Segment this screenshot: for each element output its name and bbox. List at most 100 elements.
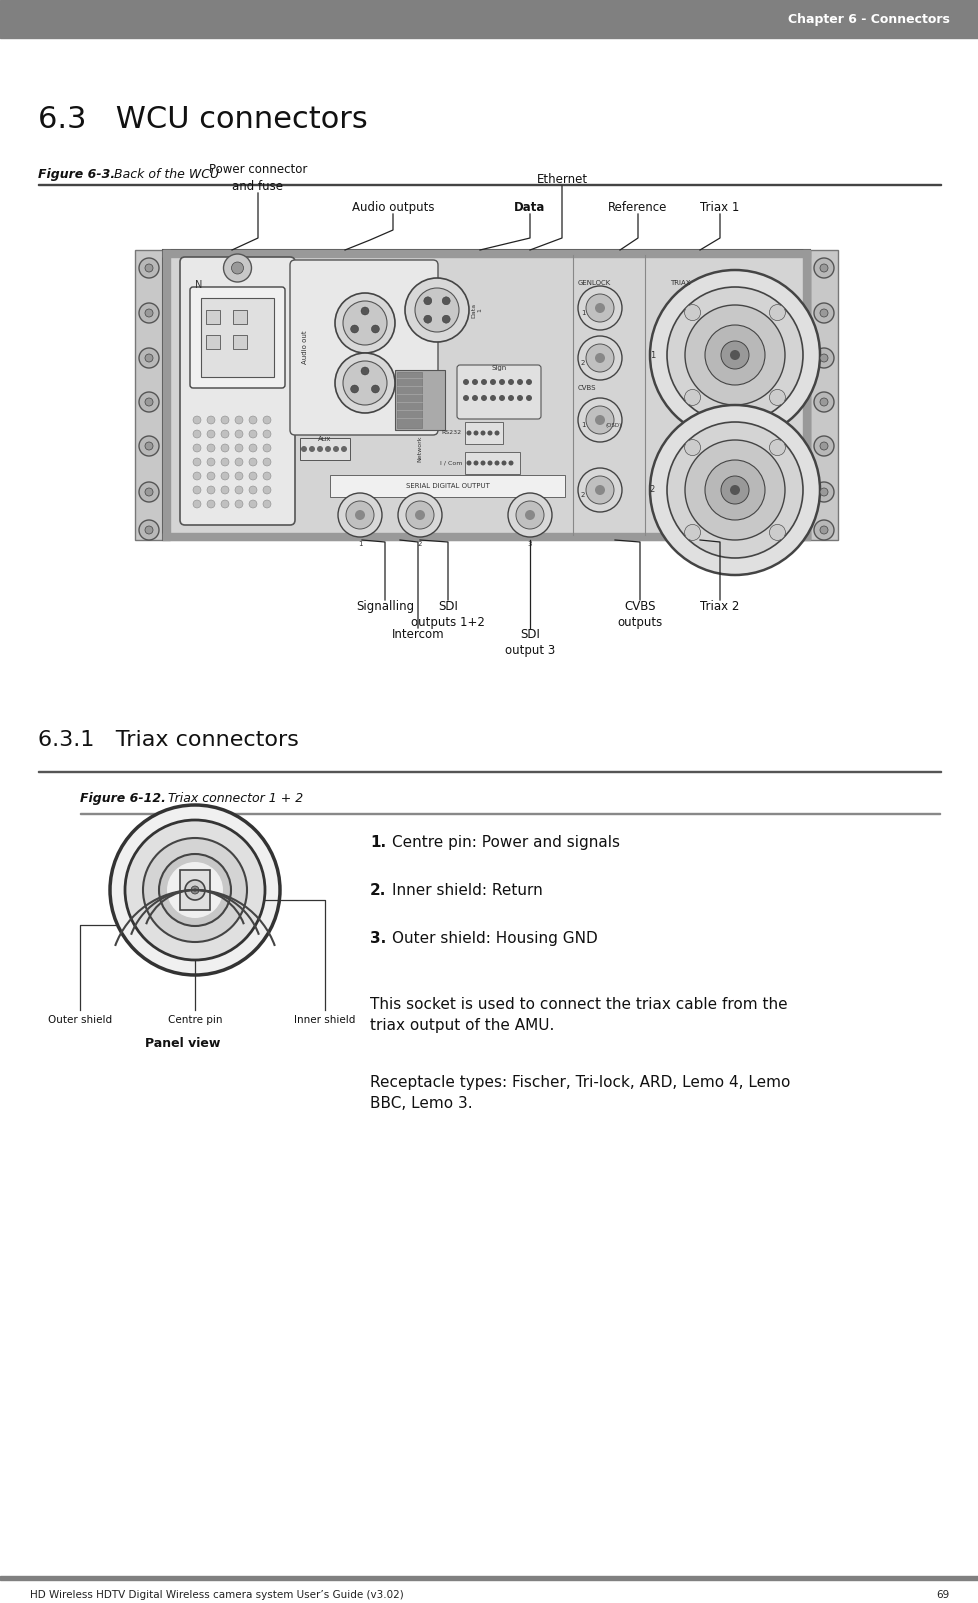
Circle shape bbox=[300, 446, 307, 452]
Circle shape bbox=[139, 436, 158, 455]
Text: 2: 2 bbox=[580, 492, 585, 499]
Circle shape bbox=[577, 398, 621, 442]
Text: Triax connector 1 + 2: Triax connector 1 + 2 bbox=[159, 792, 303, 805]
Circle shape bbox=[704, 460, 764, 519]
Circle shape bbox=[487, 431, 492, 436]
Circle shape bbox=[467, 460, 471, 465]
Circle shape bbox=[516, 394, 522, 401]
Circle shape bbox=[145, 398, 153, 406]
Circle shape bbox=[334, 293, 394, 353]
FancyBboxPatch shape bbox=[190, 287, 285, 388]
Circle shape bbox=[193, 444, 200, 452]
Circle shape bbox=[355, 510, 365, 519]
Circle shape bbox=[317, 446, 323, 452]
Circle shape bbox=[684, 390, 700, 406]
Bar bbox=[200, 298, 274, 377]
Text: Data: Data bbox=[513, 200, 545, 213]
Circle shape bbox=[333, 446, 338, 452]
Circle shape bbox=[769, 390, 784, 406]
Text: 2: 2 bbox=[418, 540, 422, 547]
Circle shape bbox=[769, 305, 784, 321]
Text: Figure 6-3.: Figure 6-3. bbox=[38, 168, 115, 181]
Text: Centre pin: Power and signals: Centre pin: Power and signals bbox=[391, 835, 619, 850]
Circle shape bbox=[649, 269, 820, 439]
Circle shape bbox=[820, 442, 827, 450]
Bar bbox=[465, 452, 519, 474]
Circle shape bbox=[499, 394, 505, 401]
Circle shape bbox=[501, 460, 506, 465]
Text: CVBS
outputs: CVBS outputs bbox=[617, 600, 662, 628]
Circle shape bbox=[473, 431, 478, 436]
Text: SDI
output 3: SDI output 3 bbox=[505, 628, 555, 657]
Circle shape bbox=[139, 519, 158, 540]
Circle shape bbox=[221, 417, 229, 425]
Circle shape bbox=[423, 297, 431, 305]
Text: This socket is used to connect the triax cable from the
triax output of the AMU.: This socket is used to connect the triax… bbox=[370, 997, 787, 1032]
Circle shape bbox=[206, 486, 215, 494]
Circle shape bbox=[820, 354, 827, 362]
Circle shape bbox=[820, 398, 827, 406]
Circle shape bbox=[235, 417, 243, 425]
Text: Signalling: Signalling bbox=[356, 600, 414, 612]
Circle shape bbox=[813, 483, 833, 502]
Circle shape bbox=[490, 394, 496, 401]
Circle shape bbox=[685, 305, 784, 406]
Bar bbox=[162, 250, 170, 540]
Circle shape bbox=[471, 394, 477, 401]
Text: Aux: Aux bbox=[318, 436, 332, 442]
Circle shape bbox=[730, 486, 739, 495]
Circle shape bbox=[167, 862, 223, 919]
Circle shape bbox=[473, 460, 478, 465]
Circle shape bbox=[813, 348, 833, 369]
Bar bbox=[802, 250, 809, 540]
Circle shape bbox=[309, 446, 315, 452]
Circle shape bbox=[334, 353, 394, 414]
Circle shape bbox=[221, 500, 229, 508]
Circle shape bbox=[649, 406, 820, 575]
Circle shape bbox=[145, 442, 153, 450]
Bar bbox=[162, 250, 809, 540]
Circle shape bbox=[820, 309, 827, 317]
Bar bbox=[0, 1576, 978, 1581]
Text: Triax 2: Triax 2 bbox=[699, 600, 739, 612]
Circle shape bbox=[463, 378, 468, 385]
Circle shape bbox=[263, 444, 271, 452]
Text: Panel view: Panel view bbox=[145, 1037, 220, 1050]
Circle shape bbox=[577, 285, 621, 330]
Text: Back of the WCU: Back of the WCU bbox=[106, 168, 219, 181]
Circle shape bbox=[350, 385, 358, 393]
Circle shape bbox=[139, 303, 158, 322]
Circle shape bbox=[480, 378, 486, 385]
Circle shape bbox=[494, 431, 499, 436]
Bar bbox=[180, 870, 210, 911]
Circle shape bbox=[206, 500, 215, 508]
Circle shape bbox=[139, 258, 158, 277]
Circle shape bbox=[415, 510, 424, 519]
Circle shape bbox=[499, 378, 505, 385]
Text: Power connector
and fuse: Power connector and fuse bbox=[208, 164, 307, 192]
Text: Inner shield: Return: Inner shield: Return bbox=[391, 883, 542, 898]
Circle shape bbox=[720, 476, 748, 503]
Circle shape bbox=[666, 287, 802, 423]
Circle shape bbox=[337, 494, 381, 537]
Circle shape bbox=[221, 486, 229, 494]
Circle shape bbox=[193, 471, 200, 479]
Text: Reference: Reference bbox=[607, 200, 667, 213]
Circle shape bbox=[139, 483, 158, 502]
Circle shape bbox=[586, 293, 613, 322]
Text: 2: 2 bbox=[649, 486, 654, 494]
Circle shape bbox=[515, 502, 544, 529]
Circle shape bbox=[423, 316, 431, 324]
Circle shape bbox=[577, 468, 621, 511]
Circle shape bbox=[586, 476, 613, 503]
Circle shape bbox=[684, 305, 700, 321]
Text: 3: 3 bbox=[527, 540, 532, 547]
Bar bbox=[299, 438, 350, 460]
Circle shape bbox=[145, 264, 153, 273]
Circle shape bbox=[820, 487, 827, 495]
Circle shape bbox=[508, 460, 513, 465]
Circle shape bbox=[494, 460, 499, 465]
Circle shape bbox=[525, 394, 531, 401]
Text: Intercom: Intercom bbox=[391, 628, 444, 641]
Circle shape bbox=[221, 471, 229, 479]
